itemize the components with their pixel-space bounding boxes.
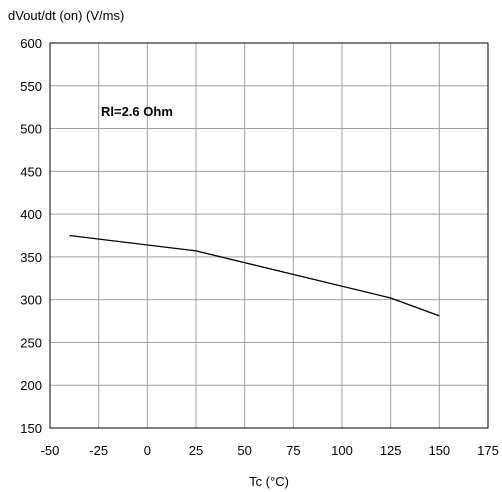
y-tick-label-4: 350 [20, 250, 42, 265]
x-tick-label-8: 150 [428, 443, 450, 458]
y-tick-label-7: 500 [20, 122, 42, 137]
x-tick-label-7: 125 [380, 443, 402, 458]
y-tick-label-2: 250 [20, 335, 42, 350]
y-tick-label-0: 150 [20, 421, 42, 436]
x-tick-label-1: -25 [89, 443, 108, 458]
y-tick-label-5: 400 [20, 207, 42, 222]
x-tick-label-3: 25 [189, 443, 203, 458]
x-tick-label-0: -50 [41, 443, 60, 458]
x-tick-labels: -50 -25 0 25 50 75 100 125 150 175 [41, 443, 499, 458]
annotation-label: Rl=2.6 Ohm [101, 104, 173, 119]
plot-frame [49, 42, 489, 429]
y-tick-label-8: 550 [20, 79, 42, 94]
x-tick-label-5: 75 [286, 443, 300, 458]
x-tick-label-9: 175 [477, 443, 499, 458]
x-axis-title: Tc (°C) [249, 474, 289, 489]
y-tick-label-9: 600 [20, 36, 42, 51]
y-tick-label-1: 200 [20, 378, 42, 393]
y-axis-title: dVout/dt (on) (V/ms) [8, 8, 124, 23]
series-line-0 [69, 234, 440, 317]
x-tick-label-4: 50 [237, 443, 251, 458]
y-tick-label-6: 450 [20, 164, 42, 179]
y-tick-labels: 150 200 250 300 350 400 450 500 550 600 [20, 36, 42, 436]
series-group [69, 234, 440, 317]
x-tick-label-2: 0 [144, 443, 151, 458]
x-tick-label-6: 100 [331, 443, 353, 458]
y-tick-label-3: 300 [20, 293, 42, 308]
grid [49, 42, 489, 429]
